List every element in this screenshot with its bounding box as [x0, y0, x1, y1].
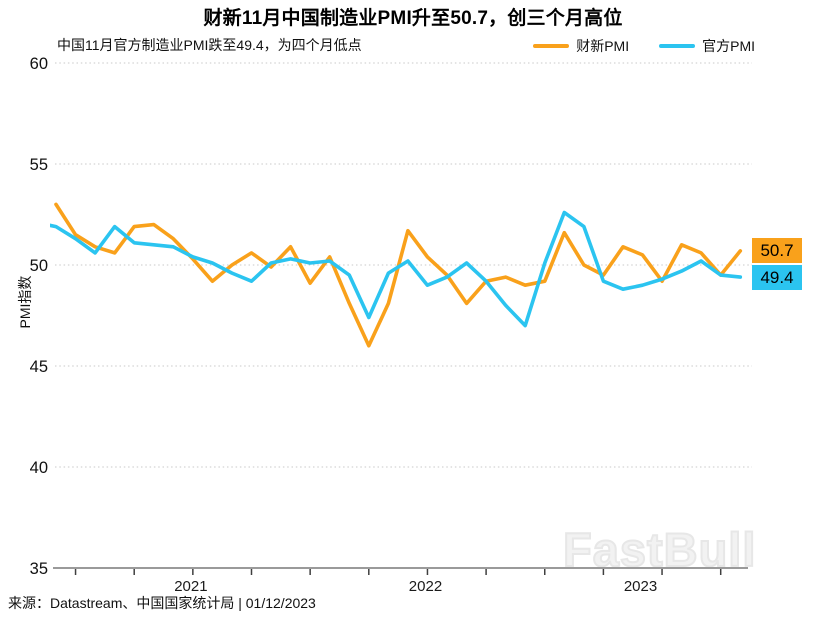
legend-item-caixin: 财新PMI: [533, 36, 629, 56]
y-axis-title: PMI指数: [17, 275, 33, 329]
series-line-caixin: [54, 202, 743, 348]
x-year-label: 2023: [624, 578, 657, 595]
chart-subtitle: 中国11月官方制造业PMI跌至49.4，为四个月低点: [57, 37, 362, 53]
y-tick-label: 60: [30, 55, 48, 73]
official-line-swatch-icon: [659, 44, 696, 48]
source-caption: 来源：Datastream、中国国家统计局 | 01/12/2023: [8, 595, 316, 611]
legend-item-official: 官方PMI: [659, 36, 755, 56]
caixin-line-swatch-icon: [533, 44, 570, 48]
end-label-caixin: 50.7: [752, 238, 802, 264]
legend-label-official: 官方PMI: [702, 38, 755, 54]
y-tick-label: 55: [30, 156, 48, 174]
end-label-official: 49.4: [752, 264, 802, 290]
legend: 财新PMI 官方PMI: [533, 36, 755, 56]
chart-title: 财新11月中国制造业PMI升至50.7，创三个月高位: [203, 8, 623, 29]
x-year-label: 2022: [409, 578, 442, 595]
y-tick-label: 35: [30, 560, 48, 578]
x-year-label: 2021: [174, 578, 207, 595]
y-tick-label: 40: [30, 459, 48, 477]
y-tick-label: 50: [30, 257, 48, 275]
series-line-official: [50, 210, 743, 328]
y-tick-label: 45: [30, 358, 48, 376]
legend-label-caixin: 财新PMI: [576, 38, 630, 54]
